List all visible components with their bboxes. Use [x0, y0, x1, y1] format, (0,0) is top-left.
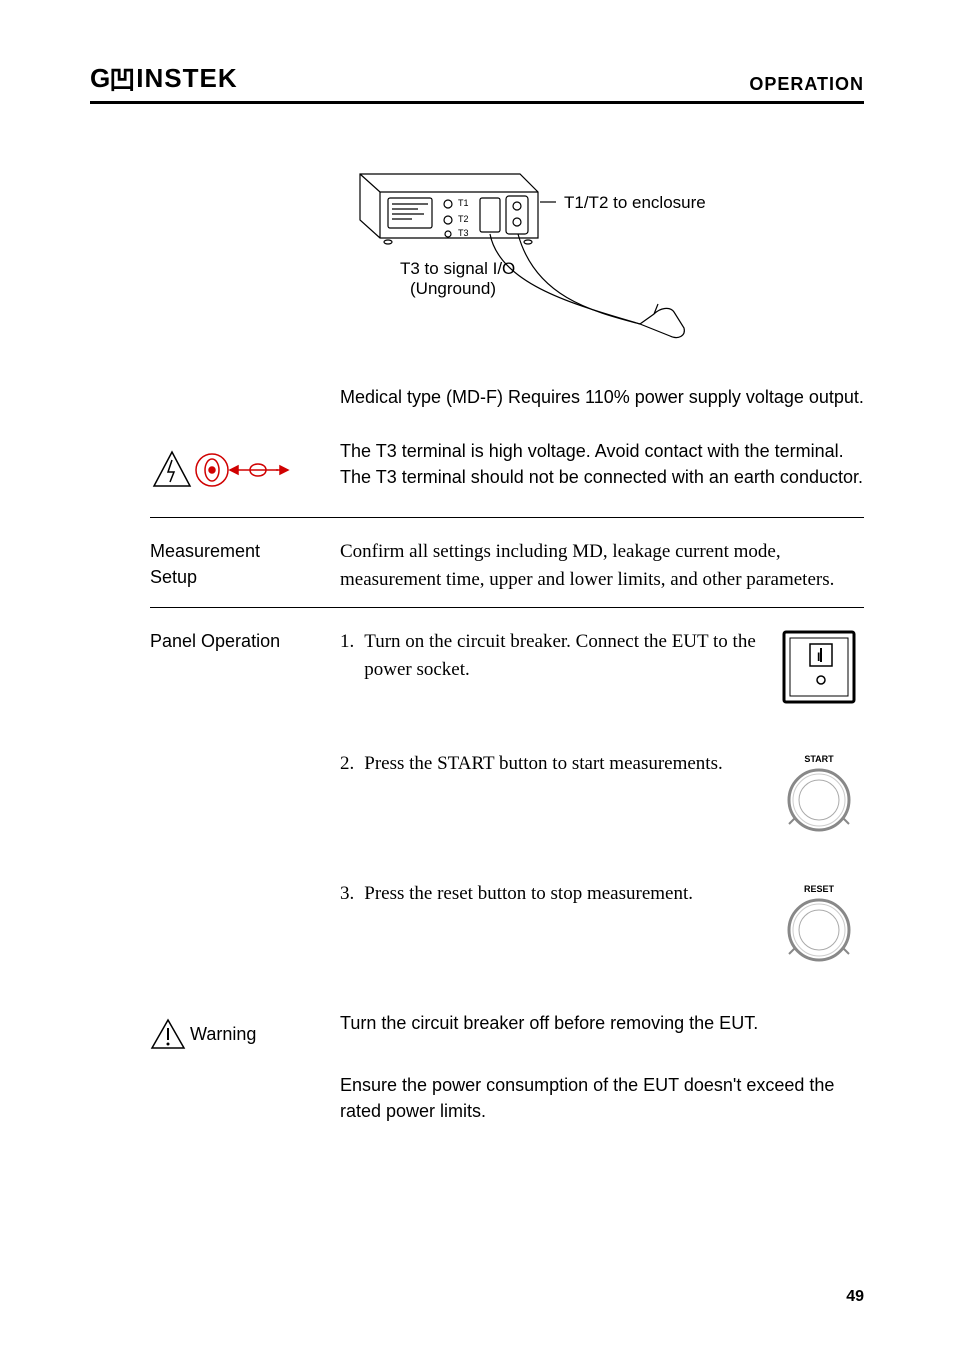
warning-triangle-icon: [150, 1018, 186, 1050]
measurement-row: MeasurementSetup Confirm all settings in…: [150, 538, 864, 593]
step-2-text: Press the START button to start measurem…: [364, 750, 774, 778]
measurement-body: Confirm all settings including MD, leaka…: [340, 538, 864, 593]
hv-warning-icons: [150, 438, 320, 503]
step-1-text: Turn on the circuit breaker. Connect the…: [364, 628, 774, 683]
page-header: G凹INSTEK OPERATION: [90, 58, 864, 104]
main-content: T1 T2 T3 T1/T2 to enclosure T3 to signal…: [90, 156, 864, 1124]
warning-label-cell: Warning: [150, 1010, 320, 1050]
step-num: [340, 750, 364, 778]
step-num: [340, 880, 364, 908]
diagram-svg: T1 T2 T3 T1/T2 to enclosure T3 to signal…: [340, 156, 780, 356]
hv-warning-text: The T3 terminal is high voltage. Avoid c…: [340, 438, 864, 490]
svg-text:START: START: [804, 754, 834, 764]
section-title: OPERATION: [749, 74, 864, 95]
medical-note-row: Medical type (MD-F) Requires 110% power …: [150, 384, 864, 410]
panel-label: Panel Operation: [150, 628, 320, 654]
step-3: Press the reset button to stop measureme…: [340, 880, 864, 966]
reset-button-icon: RESET: [774, 880, 864, 966]
diagram-bottom-label-2: (Unground): [410, 279, 496, 298]
t1-label: T1: [458, 198, 469, 208]
warning-line1: Turn the circuit breaker off before remo…: [340, 1010, 864, 1036]
warning-label: Warning: [190, 1021, 256, 1047]
warning-line2: Ensure the power consumption of the EUT …: [340, 1072, 864, 1124]
diagram-right-label: T1/T2 to enclosure: [564, 193, 706, 212]
svg-text:RESET: RESET: [804, 884, 835, 894]
start-button-icon: START: [774, 750, 864, 836]
breaker-icon: I: [774, 628, 864, 706]
t3-label: T3: [458, 228, 469, 238]
medical-note: Medical type (MD-F) Requires 110% power …: [340, 384, 864, 410]
warning-row: Warning Turn the circuit breaker off bef…: [150, 1010, 864, 1050]
hv-icon-svg: [150, 446, 290, 498]
panel-steps: Turn on the circuit breaker. Connect the…: [340, 628, 864, 966]
measurement-label: MeasurementSetup: [150, 538, 320, 590]
step-3-text: Press the reset button to stop measureme…: [364, 880, 774, 908]
warning-row-2: Ensure the power consumption of the EUT …: [150, 1072, 864, 1124]
step-1: Turn on the circuit breaker. Connect the…: [340, 628, 864, 706]
step-2: Press the START button to start measurem…: [340, 750, 864, 836]
panel-body: Turn on the circuit breaker. Connect the…: [340, 628, 864, 1010]
svg-text:I: I: [817, 650, 820, 664]
divider-1: [150, 517, 864, 518]
step-num: [340, 628, 364, 656]
page: G凹INSTEK OPERATION: [0, 0, 954, 1350]
t2-label: T2: [458, 214, 469, 224]
diagram-bottom-label-1: T3 to signal I/O: [400, 259, 515, 278]
logo: G凹INSTEK: [90, 58, 238, 95]
hv-warning-row: The T3 terminal is high voltage. Avoid c…: [150, 438, 864, 503]
device-diagram: T1 T2 T3 T1/T2 to enclosure T3 to signal…: [340, 156, 864, 356]
page-number: 49: [846, 1288, 864, 1306]
panel-row: Panel Operation Turn on the circuit brea…: [150, 628, 864, 1010]
divider-2: [150, 607, 864, 608]
